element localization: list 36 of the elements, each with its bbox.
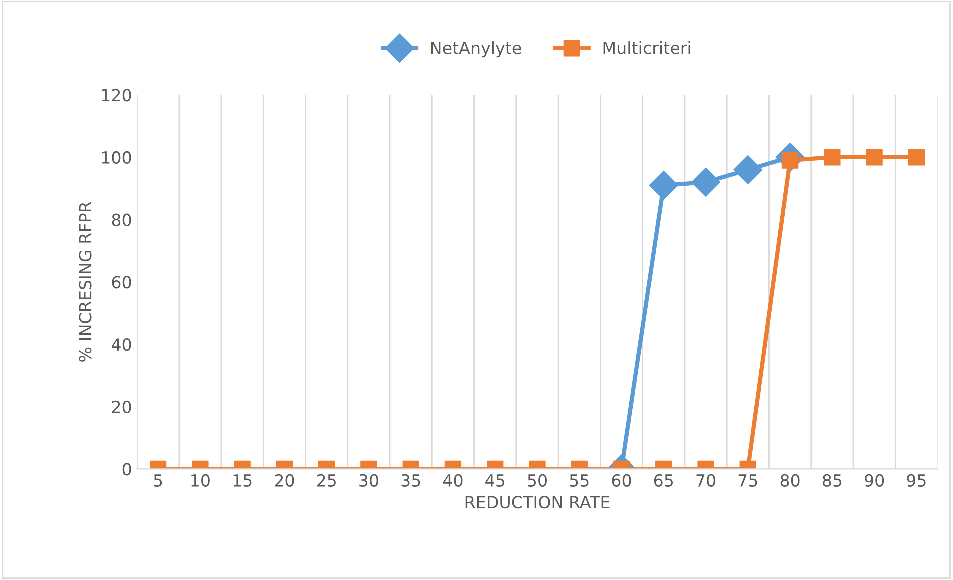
y-tick-label: 100 [102,151,132,164]
point [734,155,763,184]
y-tick-label: 120 [102,89,132,102]
x-tick-label: 65 [654,474,674,487]
x-tick-label: 75 [738,474,758,487]
x-axis-title: REDUCTION RATE [466,496,610,509]
point [866,149,883,166]
x-tick-label: 15 [234,474,252,487]
y-tick-label: 40 [112,338,132,352]
x-tick-label: 45 [486,474,505,487]
point [824,149,841,166]
x-tick-label: 30 [360,474,378,487]
x-tick-label: 25 [317,474,336,487]
y-tick-label: 80 [112,214,132,226]
y-tick-label: 20 [112,400,132,414]
point [692,168,720,197]
x-tick-label: 80 [780,474,800,487]
point [649,171,678,200]
x-tick-label: 20 [275,474,294,487]
legend-label: Multicriteri [604,42,690,54]
x-tick-label: 50 [528,474,547,487]
x-tick-label: 5 [154,474,162,487]
x-tick-label: 95 [907,474,926,487]
legend-label: NetAnylyte [431,42,522,58]
x-tick-label: 10 [192,474,210,487]
x-tick-label: 70 [696,474,716,487]
y-tick-label: 0 [122,463,132,476]
x-tick-label: 40 [443,474,463,487]
y-axis-title: % INCRESING RFPR [79,202,92,362]
x-tick-label: 90 [865,474,884,487]
x-tick-label: 35 [402,474,420,487]
x-tick-label: 55 [570,474,589,487]
y-tick-label: 60 [112,276,132,289]
x-tick-label: 85 [822,474,842,487]
point [908,149,926,166]
x-tick-label: 60 [612,474,632,487]
